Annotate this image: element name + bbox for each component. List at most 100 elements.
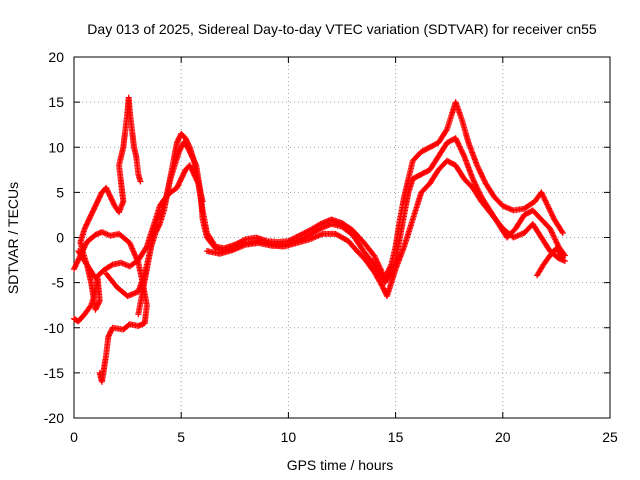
data-point-marker [72,263,79,270]
data-point-marker [73,260,80,267]
data-point-marker [540,194,547,201]
data-point-marker [108,262,115,269]
data-point-marker [455,140,462,147]
data-point-marker [476,167,483,174]
x-tick-label: 5 [177,429,185,445]
data-point-marker [454,139,461,146]
data-point-marker [469,175,476,182]
data-point-marker [96,369,103,376]
data-point-marker [289,236,296,243]
data-point-marker [552,236,559,243]
data-point-marker [74,257,81,264]
series-track-b [71,94,144,325]
data-point-marker [238,238,245,245]
y-tick-label: 5 [56,184,64,200]
data-point-marker [543,200,550,207]
data-point-marker [383,272,390,279]
x-tick-label: 15 [388,429,404,445]
series-track-a [71,229,150,385]
data-point-marker [137,178,144,185]
data-point-marker [105,332,112,339]
data-point-marker [538,189,545,196]
data-point-marker [473,182,480,189]
data-point-marker [473,184,480,191]
data-point-marker [233,241,240,248]
data-point-marker [476,166,483,173]
data-point-marker [75,256,82,263]
data-point-marker [480,174,487,181]
x-axis-label: GPS time / hours [287,457,394,473]
data-point-marker [548,229,555,236]
y-tick-label: -15 [44,365,64,381]
data-point-marker [478,170,485,177]
data-point-marker [71,264,78,271]
data-point-marker [478,172,485,179]
data-point-marker [546,206,553,213]
x-tick-label: 25 [602,429,618,445]
data-point-marker [546,205,553,212]
data-point-marker [539,192,546,199]
data-point-marker [481,177,488,184]
data-point-marker [453,136,460,143]
data-point-marker [547,226,554,233]
data-point-marker [470,177,477,184]
data-point-marker [186,142,193,149]
data-point-marker [241,236,248,243]
data-point-marker [459,150,466,157]
data-point-marker [385,266,392,273]
data-point-marker [479,173,486,180]
data-point-marker [459,149,466,156]
series-track-e [135,99,566,318]
data-point-marker [552,237,559,244]
data-point-marker [471,180,478,187]
data-point-marker [550,232,557,239]
data-point-marker [290,235,297,242]
data-point-marker [458,147,465,154]
data-point-marker [71,266,77,273]
data-point-marker [474,162,481,169]
data-point-marker [383,271,390,278]
data-point-marker [296,232,303,239]
chart-title: Day 013 of 2025, Sidereal Day-to-day VTE… [87,21,597,37]
data-point-marker [302,229,309,236]
data-point-marker [443,127,450,134]
data-point-marker [474,163,481,170]
data-point-marker [547,208,554,215]
data-point-marker [457,144,464,151]
y-tick-label: 0 [56,230,64,246]
data-point-marker [452,135,459,142]
data-point-marker [316,221,323,228]
y-tick-label: 20 [48,49,64,65]
data-point-marker [549,213,556,220]
series-track-g [534,245,566,279]
data-point-marker [74,259,81,266]
data-point-marker [539,190,546,197]
data-point-marker [235,239,242,246]
data-point-marker [301,229,308,236]
data-point-marker [548,209,555,216]
data-point-marker [559,229,566,236]
data-point-marker [457,146,464,153]
data-point-marker [231,241,238,248]
data-point-marker [300,230,307,237]
data-point-marker [386,265,393,272]
y-tick-label: -10 [44,320,64,336]
data-point-marker [460,151,467,158]
data-point-marker [548,228,555,235]
data-point-marker [384,269,391,276]
data-point-marker [387,264,394,271]
data-point-marker [293,234,300,241]
data-point-marker [304,228,311,235]
y-axis-label: SDTVAR / TECUs [5,182,21,294]
data-point-marker [549,212,556,219]
data-point-marker [544,202,551,209]
data-point-marker [387,262,394,269]
data-point-marker [471,178,478,185]
data-point-marker [554,240,561,247]
data-point-marker [545,204,552,211]
axis-ticks [73,56,611,419]
data-point-marker [551,235,558,242]
data-point-marker [292,234,299,241]
data-point-marker [156,222,163,229]
